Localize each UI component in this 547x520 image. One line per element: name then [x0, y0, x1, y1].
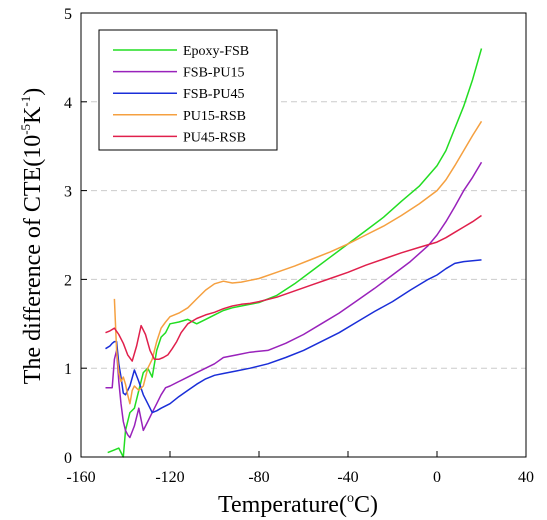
plot-frame: [80, 12, 527, 458]
series-layer: [105, 48, 483, 458]
y-tick-label: 0: [64, 450, 72, 467]
y-axis-title-main: The difference of CTE(10: [20, 135, 46, 384]
y-tick-label: 3: [64, 184, 72, 201]
x-tick-label: -80: [248, 469, 269, 486]
x-tick-label: -120: [155, 469, 184, 486]
legend-label-1: FSB-PU15: [183, 66, 244, 81]
y-axis-title-close: ): [20, 88, 46, 96]
axis-ticks: -160 -120 -80 -40 0 40 0 1 2 3 4 5: [64, 6, 534, 486]
y-tick-label: 5: [64, 6, 72, 23]
x-tick-label: -160: [66, 469, 95, 486]
x-axis-title-main: Temperature(: [218, 492, 347, 518]
y-axis-title-unit: K: [20, 106, 46, 124]
y-tick-label: 4: [64, 95, 72, 112]
y-axis-title-exp: -5: [18, 124, 33, 135]
x-axis-title-unit: C): [354, 492, 378, 518]
legend-label-0: Epoxy-FSB: [183, 44, 249, 59]
legend: Epoxy-FSB FSB-PU15 FSB-PU45 PU15-RSB PU45-RS…: [98, 29, 278, 151]
x-axis-title-degree: o: [347, 491, 354, 506]
series-line-1: [105, 161, 483, 439]
y-axis-title: The difference of CTE(10-5K-1): [18, 88, 46, 384]
legend-label-2: FSB-PU45: [183, 87, 244, 102]
series-line-2: [105, 259, 482, 414]
series-line-4: [105, 214, 482, 362]
legend-label-3: PU15-RSB: [183, 109, 246, 124]
x-tick-label: -40: [337, 469, 358, 486]
legend-label-4: PU45-RSB: [183, 130, 246, 145]
y-tick-label: 1: [64, 361, 72, 378]
x-axis-title: Temperature(oC): [218, 491, 378, 518]
series-line-0: [107, 48, 483, 458]
y-axis-title-unit-exp: -1: [18, 96, 33, 107]
y-tick-label: 2: [64, 272, 72, 289]
x-tick-label: 40: [518, 469, 534, 486]
x-tick-label: 0: [433, 469, 441, 486]
series-line-3: [113, 120, 483, 405]
